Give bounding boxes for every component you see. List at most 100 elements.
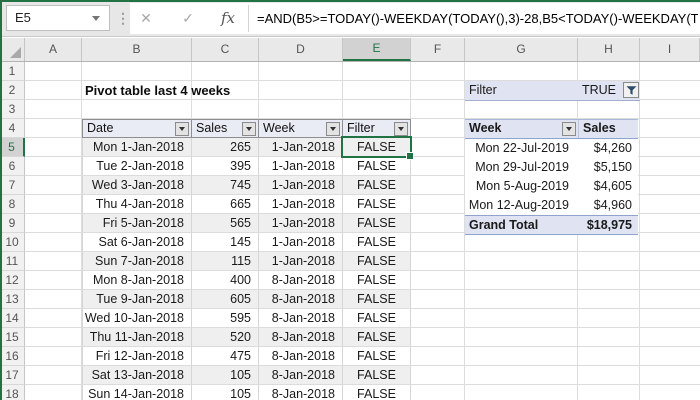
pivot-cell-week[interactable]: Mon 12-Aug-2019 xyxy=(468,198,569,212)
cell-filter[interactable]: FALSE xyxy=(343,176,411,195)
cell-filter[interactable]: FALSE xyxy=(343,271,411,290)
header-cell-date[interactable]: Date xyxy=(82,119,192,138)
row-header[interactable]: 8 xyxy=(0,195,25,214)
pivot-cell-week[interactable]: Mon 29-Jul-2019 xyxy=(475,160,569,174)
pivot-cell-week[interactable]: Mon 22-Jul-2019 xyxy=(475,141,569,155)
sales-filter-dropdown-button[interactable] xyxy=(242,122,256,136)
cell-filter[interactable]: FALSE xyxy=(343,328,411,347)
cell-date[interactable]: Fri 5-Jan-2018 xyxy=(82,214,192,233)
sheet-title-cell[interactable]: Pivot table last 4 weeks xyxy=(85,83,231,98)
week-filter-dropdown-button[interactable] xyxy=(326,122,340,136)
row-header[interactable]: 15 xyxy=(0,328,25,347)
cell-week[interactable]: 8-Jan-2018 xyxy=(259,385,343,400)
cell-filter[interactable]: FALSE xyxy=(343,214,411,233)
pivot-header-sales[interactable]: Sales xyxy=(578,120,638,138)
row-header[interactable]: 14 xyxy=(0,309,25,328)
cell-week[interactable]: 1-Jan-2018 xyxy=(259,138,343,157)
cell-week[interactable]: 1-Jan-2018 xyxy=(259,176,343,195)
insert-function-button[interactable]: fx xyxy=(220,9,235,27)
cell-sales[interactable]: 565 xyxy=(192,214,259,233)
row-header[interactable]: 4 xyxy=(0,119,25,138)
select-all-corner[interactable] xyxy=(0,38,25,61)
column-header[interactable]: B xyxy=(82,38,192,61)
header-cell-filter[interactable]: Filter xyxy=(343,119,411,138)
cell-date[interactable]: Sat 6-Jan-2018 xyxy=(82,233,192,252)
cancel-button[interactable]: ✕ xyxy=(140,10,152,26)
row-header[interactable]: 1 xyxy=(0,62,25,81)
cell-date[interactable]: Tue 2-Jan-2018 xyxy=(82,157,192,176)
cell-filter[interactable]: FALSE xyxy=(343,252,411,271)
pivot-cell-sales[interactable]: $4,260 xyxy=(593,141,632,155)
cell-sales[interactable]: 665 xyxy=(192,195,259,214)
cell-week[interactable]: 1-Jan-2018 xyxy=(259,233,343,252)
cell-sales[interactable]: 475 xyxy=(192,347,259,366)
cell-week[interactable]: 8-Jan-2018 xyxy=(259,290,343,309)
cell-date[interactable]: Thu 11-Jan-2018 xyxy=(82,328,192,347)
cell-date[interactable]: Sun 14-Jan-2018 xyxy=(82,385,192,400)
cell-sales[interactable]: 105 xyxy=(192,366,259,385)
cell-date[interactable]: Sun 7-Jan-2018 xyxy=(82,252,192,271)
row-header[interactable]: 13 xyxy=(0,290,25,309)
cell-filter[interactable]: FALSE xyxy=(343,290,411,309)
autofilter-button[interactable] xyxy=(623,82,639,98)
cell-date[interactable]: Wed 3-Jan-2018 xyxy=(82,176,192,195)
cell-filter[interactable]: FALSE xyxy=(343,157,411,176)
pivot-week-dropdown-button[interactable] xyxy=(562,122,576,136)
cell-date[interactable]: Mon 8-Jan-2018 xyxy=(82,271,192,290)
row-header[interactable]: 18 xyxy=(0,385,25,400)
column-header[interactable]: H xyxy=(578,38,640,61)
cell-week[interactable]: 1-Jan-2018 xyxy=(259,195,343,214)
cell-sales[interactable]: 145 xyxy=(192,233,259,252)
pivot-header-week[interactable]: Week xyxy=(465,120,578,138)
cell-week[interactable]: 8-Jan-2018 xyxy=(259,328,343,347)
cell-sales[interactable]: 395 xyxy=(192,157,259,176)
cell-filter[interactable]: FALSE xyxy=(343,385,411,400)
cell-sales[interactable]: 595 xyxy=(192,309,259,328)
cell-sales[interactable]: 115 xyxy=(192,252,259,271)
cell-filter[interactable]: FALSE xyxy=(343,347,411,366)
fill-handle[interactable] xyxy=(406,152,414,160)
cell-date[interactable]: Tue 9-Jan-2018 xyxy=(82,290,192,309)
cell-sales[interactable]: 400 xyxy=(192,271,259,290)
cell-sales[interactable]: 745 xyxy=(192,176,259,195)
formula-input[interactable]: =AND(B5>=TODAY()-WEEKDAY(TODAY(),3)-28,B… xyxy=(257,11,698,26)
column-header[interactable]: F xyxy=(411,38,465,61)
cell-sales[interactable]: 265 xyxy=(192,138,259,157)
cell-date[interactable]: Fri 12-Jan-2018 xyxy=(82,347,192,366)
cell-sales[interactable]: 105 xyxy=(192,385,259,400)
cell-date[interactable]: Sat 13-Jan-2018 xyxy=(82,366,192,385)
cell-date[interactable]: Mon 1-Jan-2018 xyxy=(82,138,192,157)
name-box[interactable]: E5 xyxy=(6,5,110,31)
column-header[interactable]: E xyxy=(343,38,411,61)
column-header[interactable]: D xyxy=(259,38,343,61)
pivot-grand-total-row[interactable]: Grand Total $18,975 xyxy=(465,215,638,235)
pivot-cell-week[interactable]: Mon 5-Aug-2019 xyxy=(475,179,569,193)
cell-week[interactable]: 8-Jan-2018 xyxy=(259,347,343,366)
cell-week[interactable]: 8-Jan-2018 xyxy=(259,309,343,328)
date-filter-dropdown-button[interactable] xyxy=(175,122,189,136)
cell-week[interactable]: 1-Jan-2018 xyxy=(259,252,343,271)
cell-filter[interactable]: FALSE xyxy=(343,195,411,214)
cell-date[interactable]: Thu 4-Jan-2018 xyxy=(82,195,192,214)
row-header[interactable]: 17 xyxy=(0,366,25,385)
row-header[interactable]: 5 xyxy=(0,138,25,157)
column-header[interactable]: I xyxy=(640,38,700,61)
filter-filter-dropdown-button[interactable] xyxy=(394,122,408,136)
column-header[interactable]: C xyxy=(192,38,259,61)
pivot-cell-sales[interactable]: $4,605 xyxy=(593,179,632,193)
pivot-cell-sales[interactable]: $5,150 xyxy=(593,160,632,174)
cell-week[interactable]: 8-Jan-2018 xyxy=(259,366,343,385)
row-header[interactable]: 16 xyxy=(0,347,25,366)
enter-button[interactable]: ✓ xyxy=(182,10,194,26)
row-header[interactable]: 11 xyxy=(0,252,25,271)
header-cell-sales[interactable]: Sales xyxy=(192,119,259,138)
column-header[interactable]: A xyxy=(25,38,82,61)
row-header[interactable]: 3 xyxy=(0,100,25,119)
cell-sales[interactable]: 520 xyxy=(192,328,259,347)
cell-week[interactable]: 1-Jan-2018 xyxy=(259,214,343,233)
row-header[interactable]: 9 xyxy=(0,214,25,233)
row-header[interactable]: 10 xyxy=(0,233,25,252)
cell-sales[interactable]: 605 xyxy=(192,290,259,309)
cell-filter[interactable]: FALSE xyxy=(343,366,411,385)
row-header[interactable]: 6 xyxy=(0,157,25,176)
